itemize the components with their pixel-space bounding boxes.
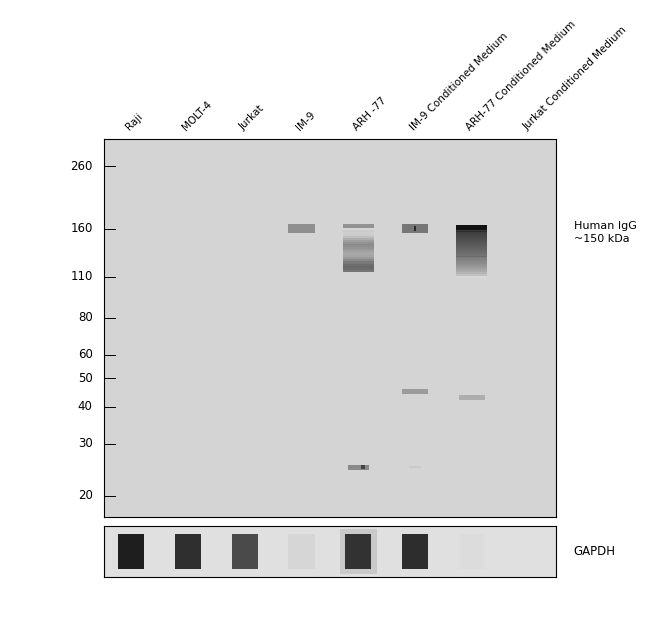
Bar: [343, 230, 374, 232]
Bar: [456, 231, 488, 233]
Bar: [343, 236, 374, 238]
Bar: [456, 262, 488, 264]
Text: 40: 40: [78, 400, 93, 413]
Bar: [231, 534, 258, 569]
Text: GAPDH: GAPDH: [574, 545, 616, 558]
Text: 160: 160: [70, 222, 93, 235]
Bar: [456, 256, 488, 259]
Bar: [118, 534, 144, 569]
Text: MOLT-4: MOLT-4: [181, 99, 214, 132]
Bar: [361, 465, 365, 469]
Bar: [343, 249, 374, 251]
Text: ARH-77 Conditioned Medium: ARH-77 Conditioned Medium: [465, 18, 578, 132]
Bar: [343, 242, 374, 245]
Bar: [456, 272, 488, 274]
Bar: [343, 231, 374, 234]
Bar: [343, 259, 374, 261]
Bar: [456, 245, 488, 247]
Bar: [402, 534, 428, 569]
Bar: [456, 226, 488, 230]
Bar: [348, 465, 369, 470]
Bar: [456, 270, 488, 272]
Text: ARH -77: ARH -77: [351, 95, 388, 132]
Text: 110: 110: [70, 270, 93, 283]
Bar: [456, 243, 488, 245]
Bar: [343, 257, 374, 259]
Bar: [175, 534, 201, 569]
Bar: [414, 226, 416, 231]
Text: IM-9: IM-9: [294, 109, 317, 132]
Bar: [343, 264, 374, 266]
Bar: [456, 274, 488, 276]
Bar: [343, 253, 374, 255]
Bar: [343, 268, 374, 270]
Bar: [402, 224, 428, 233]
Text: 80: 80: [78, 311, 93, 324]
Text: 50: 50: [78, 372, 93, 385]
Text: Human IgG
~150 kDa: Human IgG ~150 kDa: [574, 221, 637, 244]
Bar: [456, 268, 488, 270]
Bar: [456, 261, 488, 262]
Bar: [456, 237, 488, 239]
Bar: [409, 466, 421, 469]
Bar: [343, 255, 374, 257]
Bar: [456, 252, 488, 255]
Bar: [456, 233, 488, 235]
Bar: [343, 266, 374, 268]
Text: 30: 30: [78, 437, 93, 450]
Bar: [456, 239, 488, 241]
Bar: [456, 235, 488, 237]
Bar: [343, 247, 374, 249]
Bar: [343, 238, 374, 240]
Bar: [459, 534, 485, 569]
Bar: [456, 249, 488, 251]
Text: Jurkat: Jurkat: [238, 103, 266, 132]
Bar: [456, 259, 488, 261]
Bar: [456, 250, 488, 253]
Bar: [456, 230, 488, 231]
Text: IM-9 Conditioned Medium: IM-9 Conditioned Medium: [408, 30, 510, 132]
Bar: [343, 261, 374, 264]
Text: Jurkat Conditioned Medium: Jurkat Conditioned Medium: [521, 25, 629, 132]
Text: 20: 20: [78, 489, 93, 502]
Bar: [343, 234, 374, 236]
Bar: [345, 534, 371, 569]
Bar: [343, 240, 374, 242]
Bar: [340, 529, 377, 574]
Bar: [343, 224, 374, 228]
Bar: [288, 224, 315, 233]
Bar: [343, 245, 374, 247]
Bar: [459, 395, 485, 399]
Bar: [456, 276, 488, 278]
Text: 60: 60: [78, 348, 93, 361]
Bar: [402, 389, 428, 394]
Bar: [289, 534, 315, 569]
Bar: [456, 247, 488, 249]
Bar: [456, 266, 488, 268]
Bar: [343, 251, 374, 253]
Bar: [456, 264, 488, 266]
Bar: [456, 241, 488, 243]
Text: Raji: Raji: [124, 111, 145, 132]
Text: 260: 260: [70, 160, 93, 172]
Bar: [456, 254, 488, 257]
Bar: [343, 270, 374, 272]
